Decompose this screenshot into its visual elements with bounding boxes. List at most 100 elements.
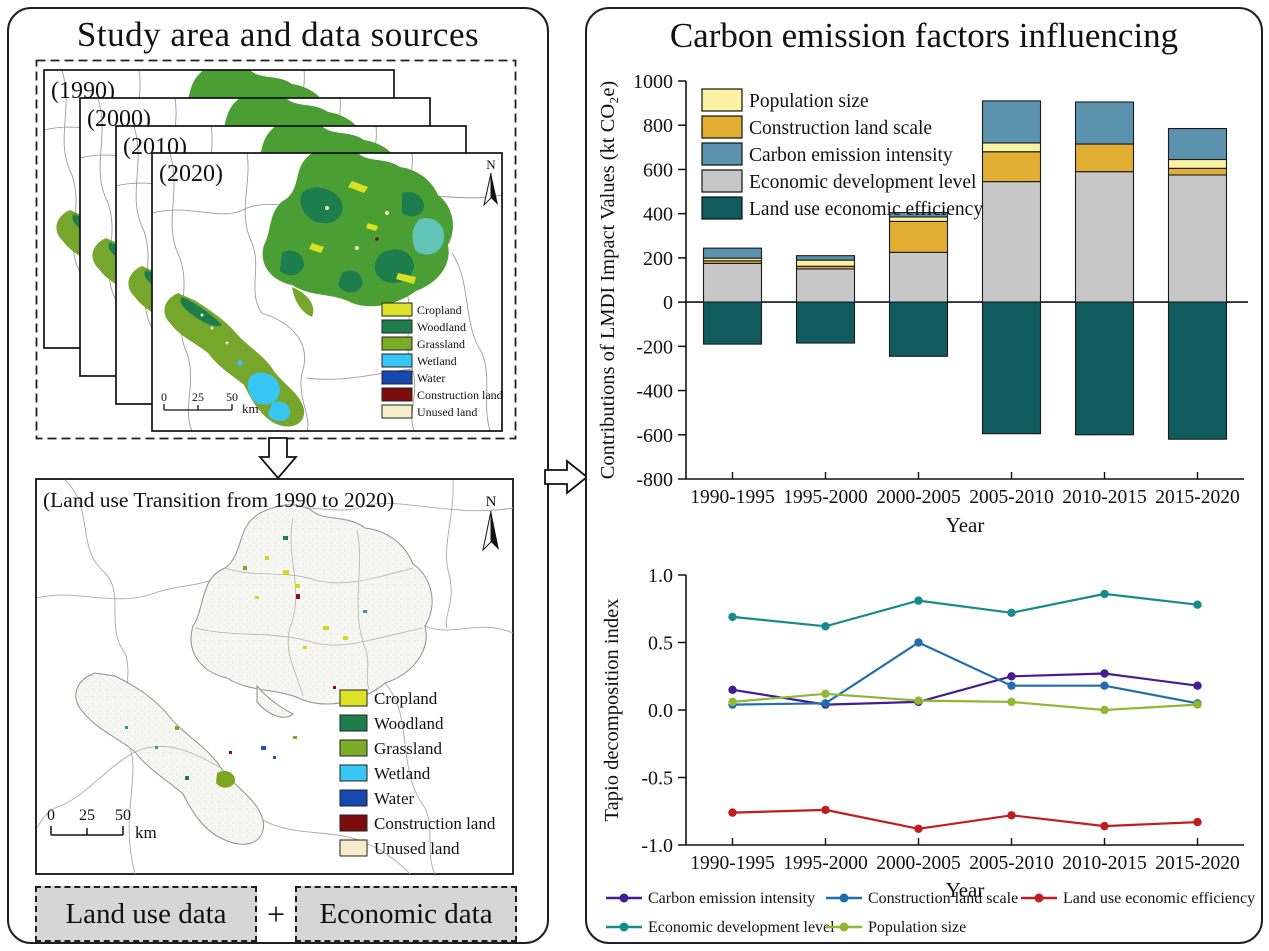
- svg-text:Grassland: Grassland: [417, 337, 465, 351]
- y-tick-label: -1.0: [641, 835, 673, 857]
- y-tick-label: 0.0: [648, 700, 673, 722]
- bar-segment: [702, 247, 763, 259]
- data-point: [1193, 700, 1202, 709]
- legend-label: Construction land scale: [868, 890, 1018, 907]
- data-point: [728, 697, 737, 707]
- legend-label: Construction land scale: [749, 118, 932, 139]
- svg-text:Construction land: Construction land: [417, 388, 503, 402]
- tapio-line-chart: 1.0 0.5 0.0 -0.5 -1.0 1990-1995 1995-2000 2000-…: [588, 551, 1260, 951]
- y-tick-label: 1000: [633, 71, 673, 93]
- x-tick-label: 1990-1995: [690, 853, 775, 874]
- data-point: [728, 808, 737, 817]
- data-point: [821, 622, 830, 631]
- line-series: [732, 692, 1198, 712]
- map-legend-2020: Cropland Woodland Grassland Wetland Wate…: [381, 302, 503, 419]
- bar-segment: [1074, 143, 1135, 173]
- scale-bar-transition: 0 25 50 km: [47, 807, 157, 842]
- data-point: [1100, 681, 1109, 690]
- north-arrow-icon: N: [483, 157, 498, 207]
- bar-segment: [702, 301, 763, 345]
- bar-segment: [795, 255, 856, 261]
- bar-segment: [981, 142, 1042, 153]
- bar-segment: [1167, 127, 1228, 161]
- data-point: [1193, 817, 1202, 827]
- bar-segment: [888, 301, 949, 357]
- y-tick-label: -800: [636, 469, 673, 491]
- svg-text:km: km: [135, 823, 157, 842]
- bar-segment: [1074, 101, 1135, 145]
- bar-segment: [981, 181, 1042, 303]
- svg-text:Unused land: Unused land: [417, 405, 477, 419]
- charts-panel: Carbon emission factors influencing 1000…: [585, 7, 1263, 944]
- down-arrow-icon: [258, 437, 298, 479]
- map-frame-2020: (2020) N Cropland Woodland Grassland Wet…: [151, 152, 503, 432]
- bar-segment: [888, 212, 949, 218]
- svg-text:Construction land: Construction land: [374, 814, 496, 833]
- svg-text:N: N: [486, 157, 496, 172]
- legend-dot-marker: [619, 922, 629, 932]
- north-arrow-icon: N: [482, 494, 499, 552]
- svg-text:km: km: [242, 401, 259, 416]
- svg-text:Water: Water: [417, 371, 445, 385]
- y-tick-label: -600: [636, 425, 673, 447]
- svg-text:Woodland: Woodland: [417, 320, 466, 334]
- study-area-outline: [75, 504, 433, 845]
- left-panel-title: Study area and data sources: [76, 15, 480, 54]
- data-point: [728, 612, 737, 622]
- line-series: [732, 672, 1198, 706]
- legend-label: Land use economic efficiency: [1063, 890, 1255, 907]
- bar-segment: [795, 259, 856, 267]
- land-use-data-box: Land use data: [35, 886, 257, 942]
- legend-label: Carbon emission intensity: [749, 145, 953, 166]
- county-boundaries: [134, 517, 424, 769]
- svg-text:Cropland: Cropland: [374, 689, 438, 708]
- data-point: [1100, 589, 1109, 599]
- line-chart-legend: Carbon emission intensity Construction la…: [606, 890, 1255, 936]
- y-axis-title: Tapio decomposition index: [601, 599, 623, 822]
- svg-text:Wetland: Wetland: [374, 764, 431, 783]
- legend-label: Carbon emission intensity: [648, 890, 815, 907]
- legend-dot-marker: [619, 893, 629, 903]
- svg-text:Wetland: Wetland: [417, 354, 457, 368]
- x-tick-label: 2005-2010: [969, 853, 1054, 874]
- y-tick-label: 600: [643, 159, 673, 181]
- bar-segment: [981, 301, 1042, 435]
- data-point: [1100, 821, 1109, 831]
- data-point: [1007, 608, 1016, 617]
- svg-text:25: 25: [192, 390, 204, 404]
- x-tick-label: 2000-2005: [876, 853, 961, 874]
- x-axis-title: Year: [946, 878, 985, 902]
- line-series: [732, 641, 1198, 706]
- y-tick-label: 0: [663, 292, 673, 314]
- legend-swatch: [701, 88, 743, 112]
- data-point: [1007, 681, 1016, 690]
- bar-segment: [702, 262, 763, 303]
- data-point: [1100, 705, 1109, 715]
- right-arrow-icon: [544, 459, 589, 495]
- y-axis-title: Contributions of LMDI Impact Values (kt …: [597, 81, 619, 480]
- data-point: [914, 638, 923, 647]
- svg-text:50: 50: [115, 807, 131, 824]
- lmdi-bar-chart: 1000 800 600 400 200 0 -200 -400 -600 -800 1990-19…: [588, 63, 1260, 551]
- x-tick-label: 2015-2020: [1155, 853, 1240, 874]
- data-point: [1007, 811, 1016, 820]
- data-source-boxes: Land use data + Economic data: [35, 886, 517, 942]
- bar-segment: [1074, 301, 1135, 436]
- y-tick-label: 800: [643, 115, 673, 137]
- transition-map-title: (Land use Transition from 1990 to 2020): [43, 488, 394, 512]
- data-point: [914, 696, 923, 705]
- svg-text:50: 50: [226, 390, 238, 404]
- x-tick-label: 2010-2015: [1062, 487, 1147, 508]
- data-point: [821, 805, 830, 815]
- svg-text:Water: Water: [374, 789, 414, 808]
- legend-swatch: [701, 169, 743, 193]
- x-tick-label: 1995-2000: [783, 487, 868, 508]
- y-tick-label: -400: [636, 381, 673, 403]
- transition-map: (Land use Transition from 1990 to 2020) …: [35, 478, 514, 875]
- data-point: [728, 685, 737, 694]
- x-tick-label: 2015-2020: [1155, 487, 1240, 508]
- line-series: [732, 592, 1198, 628]
- legend-swatch: [701, 196, 743, 220]
- tapio-line-chart-svg: 1.0 0.5 0.0 -0.5 -1.0 1990-1995 1995-2000 2000-…: [601, 565, 1255, 936]
